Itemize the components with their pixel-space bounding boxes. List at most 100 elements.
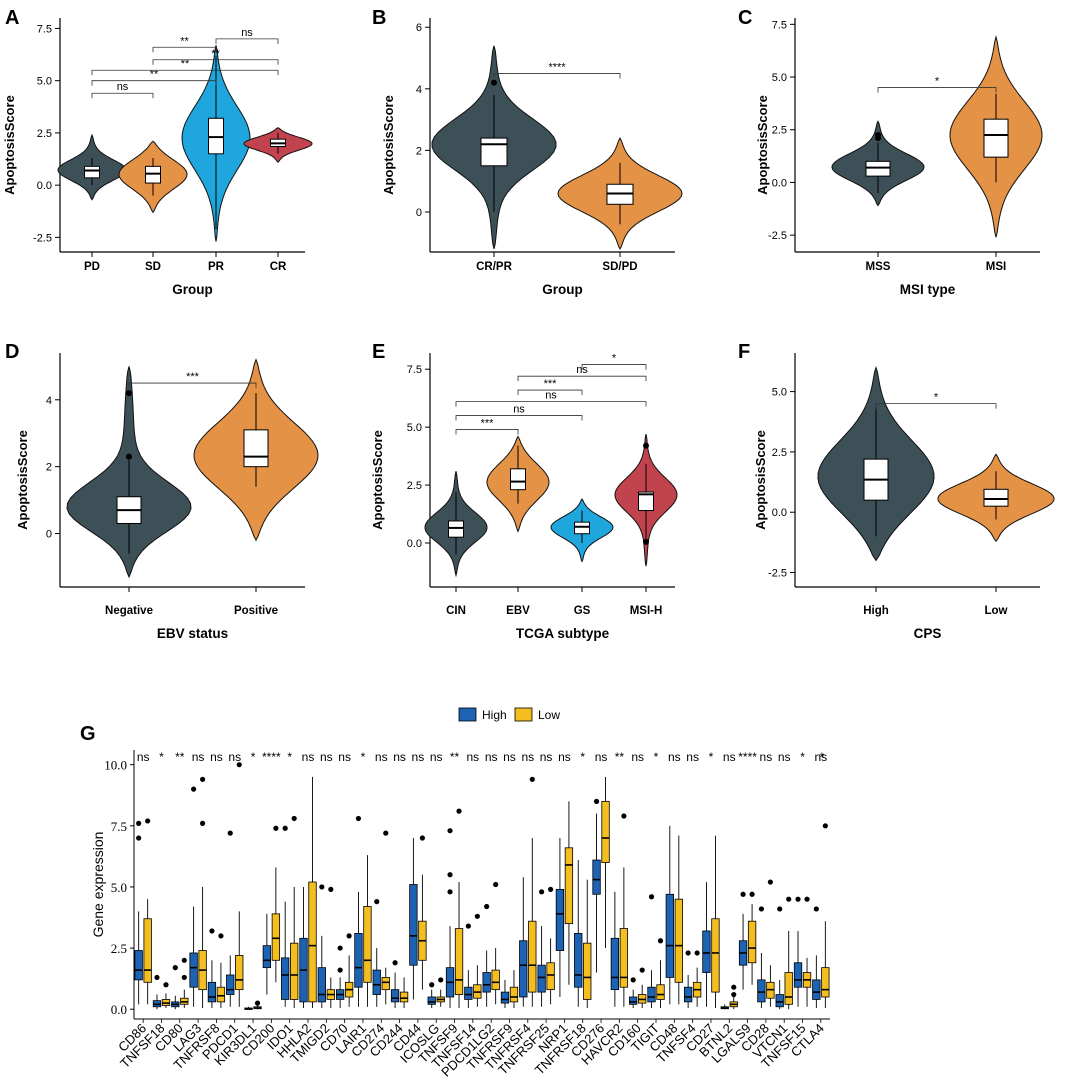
x-tick-label: CIN (446, 605, 466, 617)
panel-letter-g: G (80, 723, 96, 745)
significance-bracket (455, 401, 647, 407)
outlier-point (648, 894, 655, 900)
significance-bracket (877, 87, 997, 93)
significance-label: ns (668, 750, 681, 764)
x-axis-label: Group (542, 282, 583, 297)
box-iqr (145, 165, 161, 184)
x-tick-label: PD (84, 261, 100, 273)
significance-bracket (91, 80, 217, 86)
box-iqr (381, 977, 390, 991)
outlier-point (328, 886, 334, 892)
significance-label: * (361, 750, 366, 764)
significance-label: ns (686, 750, 699, 764)
y-tick-label: 5.0 (111, 880, 127, 895)
y-axis-label: ApoptosisScore (755, 95, 770, 195)
outlier-point (337, 945, 343, 951)
significance-bracket (493, 73, 621, 79)
box-iqr (702, 930, 711, 973)
x-tick-label: High (863, 605, 889, 617)
y-axis-label: Gene expression (90, 832, 106, 938)
significance-bracket (128, 382, 257, 389)
significance-label: ns (466, 750, 479, 764)
significance-label: ns (430, 750, 443, 764)
significance-label: *** (481, 417, 495, 429)
outlier-point (172, 965, 178, 971)
box-iqr (747, 920, 757, 964)
significance-label: ** (175, 750, 185, 764)
box-iqr (480, 137, 508, 167)
outlier-point (630, 977, 636, 983)
outlier-point (254, 1000, 261, 1006)
significance-bracket (215, 38, 279, 44)
significance-label: * (580, 750, 585, 764)
outlier-point (767, 879, 773, 885)
significance-label: ** (615, 750, 625, 764)
outlier-point (491, 79, 497, 86)
y-axis-label: ApoptosisScore (2, 95, 17, 195)
significance-label: ns (723, 750, 736, 764)
outlier-point (419, 835, 425, 841)
box-iqr (216, 986, 226, 1003)
outlier-point (218, 933, 224, 939)
x-tick-label: Negative (105, 605, 153, 617)
significance-label: * (935, 76, 940, 88)
box-iqr (784, 972, 793, 1005)
significance-bracket (91, 69, 279, 76)
panel-letter-b: B (372, 7, 386, 29)
panel-e-violin-chart: 0.0 2.5 5.0 7.5 ApoptosisScore CIN EBV GS MSI-H T… (370, 353, 678, 641)
outlier-point (374, 899, 380, 905)
outlier-point (291, 815, 297, 822)
outlier-point (227, 830, 233, 836)
significance-label: **** (262, 750, 281, 764)
outlier-point (438, 977, 444, 983)
outlier-point (273, 825, 279, 831)
significance-label: ns (778, 750, 791, 764)
box-iqr (793, 962, 803, 988)
box-iqr (564, 847, 574, 925)
box-iqr (757, 979, 766, 1003)
outlier-point (447, 889, 453, 895)
panel-letter-e: E (372, 341, 385, 363)
box-iqr (537, 964, 546, 993)
significance-label: ns (210, 750, 223, 764)
box-iqr (372, 969, 381, 995)
box-iqr (317, 967, 326, 1003)
outlier-point (209, 928, 215, 934)
box-iqr (454, 928, 464, 995)
box-iqr (683, 986, 693, 1003)
box-iqr (448, 520, 464, 538)
box-iqr (601, 800, 610, 863)
y-tick-label: 0 (46, 529, 52, 541)
outlier-point (145, 818, 151, 824)
outlier-point (749, 891, 755, 897)
box-iqr (665, 893, 674, 978)
panel-d-violin-chart: 0 2 4 ApoptosisScore Negative Positive EBV sta… (15, 353, 319, 641)
outlier-point (786, 896, 792, 902)
box-iqr (983, 488, 1009, 507)
box-iqr (464, 986, 473, 1000)
significance-label: * (287, 750, 292, 764)
box-iqr (482, 972, 491, 993)
outlier-point (639, 967, 645, 973)
significance-label: ** (211, 48, 220, 60)
outlier-point (548, 886, 554, 892)
y-tick-label: 4 (46, 395, 52, 407)
panel-letter-c: C (738, 7, 752, 29)
x-tick-label: Low (985, 605, 1008, 617)
significance-bracket (455, 429, 519, 435)
box-iqr (409, 884, 418, 966)
outlier-point (694, 950, 700, 956)
box-iqr (509, 986, 519, 1003)
y-tick-label: 0.0 (37, 180, 52, 192)
y-tick-label: 2.5 (407, 480, 422, 492)
significance-label: ** (150, 69, 159, 81)
box-iqr (619, 928, 629, 988)
outlier-point (813, 906, 819, 912)
significance-label: ns (375, 750, 388, 764)
outlier-point (474, 913, 480, 919)
outlier-point (282, 825, 288, 831)
y-tick-label: 0.0 (407, 538, 422, 550)
outlier-point (200, 820, 206, 826)
outlier-point (822, 823, 828, 829)
